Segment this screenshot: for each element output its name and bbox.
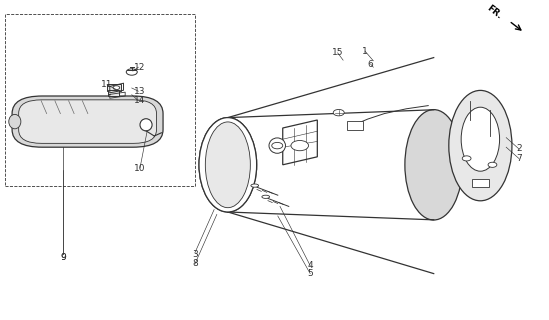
Text: 8: 8 bbox=[192, 260, 198, 268]
Circle shape bbox=[113, 86, 120, 90]
Ellipse shape bbox=[449, 91, 512, 201]
FancyBboxPatch shape bbox=[12, 96, 163, 147]
Text: 2: 2 bbox=[516, 144, 522, 153]
Text: 5: 5 bbox=[307, 269, 313, 278]
Polygon shape bbox=[283, 120, 317, 165]
FancyBboxPatch shape bbox=[19, 100, 156, 143]
Polygon shape bbox=[228, 110, 434, 220]
Text: 1: 1 bbox=[362, 47, 368, 56]
Text: 9: 9 bbox=[60, 253, 66, 262]
Circle shape bbox=[291, 140, 309, 151]
Text: 11: 11 bbox=[102, 80, 113, 89]
Text: 14: 14 bbox=[135, 96, 145, 105]
Ellipse shape bbox=[140, 119, 152, 131]
Circle shape bbox=[488, 162, 497, 167]
Text: 3: 3 bbox=[192, 250, 198, 259]
Text: 13: 13 bbox=[135, 87, 145, 96]
Circle shape bbox=[272, 142, 283, 149]
Circle shape bbox=[126, 69, 137, 75]
Ellipse shape bbox=[199, 118, 256, 212]
Ellipse shape bbox=[199, 118, 256, 212]
Text: 4: 4 bbox=[307, 261, 313, 270]
Circle shape bbox=[333, 109, 344, 116]
Circle shape bbox=[462, 156, 471, 161]
Ellipse shape bbox=[405, 109, 462, 220]
Ellipse shape bbox=[269, 138, 285, 153]
Ellipse shape bbox=[9, 115, 21, 129]
Bar bbox=[347, 121, 363, 130]
Ellipse shape bbox=[262, 195, 270, 198]
Text: 6: 6 bbox=[368, 60, 373, 68]
Ellipse shape bbox=[251, 184, 259, 187]
Bar bbox=[5, 14, 195, 186]
Text: 15: 15 bbox=[332, 48, 343, 57]
Ellipse shape bbox=[205, 122, 250, 208]
Bar bbox=[107, 84, 121, 91]
Bar bbox=[472, 179, 489, 187]
Text: 9: 9 bbox=[60, 253, 66, 262]
Ellipse shape bbox=[461, 107, 500, 171]
Text: 12: 12 bbox=[135, 63, 145, 72]
Text: 7: 7 bbox=[516, 154, 522, 163]
Text: FR.: FR. bbox=[485, 3, 503, 20]
Text: 10: 10 bbox=[135, 164, 145, 172]
Bar bbox=[108, 90, 119, 96]
